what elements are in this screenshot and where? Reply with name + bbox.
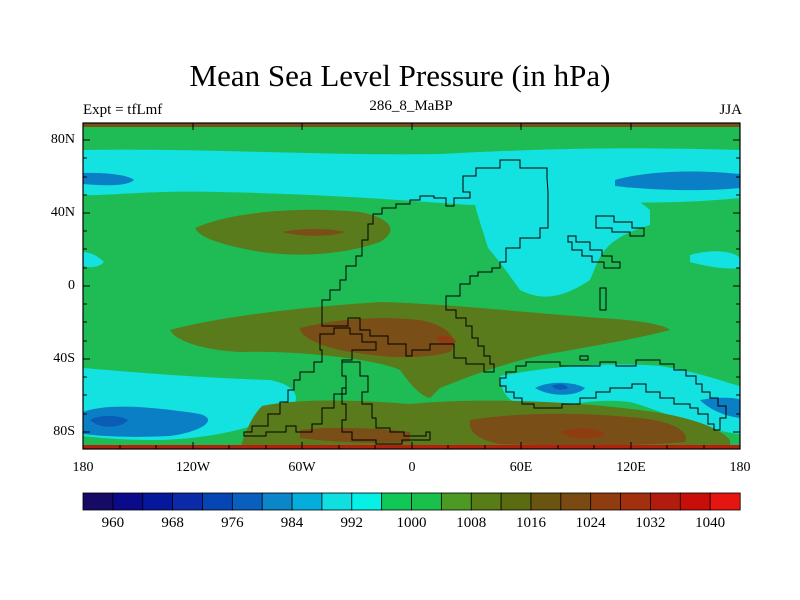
colorbar-swatch xyxy=(411,492,442,511)
colorbar-label: 1024 xyxy=(575,515,606,531)
x-label-0: 0 xyxy=(408,460,416,475)
cyan-north-eurasia xyxy=(470,157,650,297)
x-label-60w: 60W xyxy=(288,460,316,475)
experiment-label: Expt = tfLmf xyxy=(83,102,163,118)
x-ticks xyxy=(119,123,705,449)
colorbar-swatch xyxy=(112,492,144,511)
colorbar-swatch xyxy=(381,492,413,511)
brown-south-west xyxy=(300,427,410,443)
cyan-west-spot xyxy=(83,252,104,268)
coastline-southern-continent xyxy=(243,327,377,437)
colorbar-label: 1032 xyxy=(635,515,666,531)
y-label-40n: 40N xyxy=(50,205,75,220)
colorbar-swatch xyxy=(321,492,353,511)
colorbar-swatch xyxy=(590,492,622,511)
coastline-east-island-3 xyxy=(599,287,607,311)
colorbar-label: 992 xyxy=(340,515,364,531)
red-south-spot xyxy=(560,428,605,439)
colorbar-label: 984 xyxy=(280,515,304,531)
x-label-120e: 120E xyxy=(616,460,646,475)
blue-north-east xyxy=(615,171,740,191)
y-label-40s: 40S xyxy=(53,351,75,366)
colorbar-swatch xyxy=(560,492,592,511)
colorbar-swatch xyxy=(500,492,532,511)
colorbar-swatch xyxy=(440,492,472,511)
coastline-small-island xyxy=(579,355,589,361)
colorbar-swatch xyxy=(261,492,293,511)
colorbar xyxy=(82,492,741,511)
colorbar-label: 960 xyxy=(101,515,125,531)
colorbar-swatch xyxy=(231,492,263,511)
colorbar-swatch xyxy=(470,492,502,511)
brown-north-west xyxy=(282,229,345,236)
colorbar-swatch xyxy=(351,492,383,511)
y-label-80s: 80S xyxy=(53,424,75,439)
colorbar-swatch xyxy=(172,492,204,511)
y-ticks xyxy=(83,139,740,433)
x-label-120w: 120W xyxy=(175,460,211,475)
plot-frame xyxy=(82,122,741,450)
colorbar-label: 1040 xyxy=(695,515,726,531)
red-equatorial-spot xyxy=(436,335,456,345)
colorbar-swatch xyxy=(709,492,741,511)
colorbar-swatch xyxy=(679,492,711,511)
coastlines xyxy=(243,159,727,445)
blue-north-west xyxy=(83,172,134,186)
colorbar-swatch xyxy=(650,492,681,511)
blue-south-east-2 xyxy=(700,397,740,418)
colorbar-swatch xyxy=(202,492,233,511)
darkblue-south-east xyxy=(552,384,568,390)
coastline-antarctica xyxy=(341,361,431,445)
colorbar-swatch xyxy=(530,492,562,511)
cyan-south-east xyxy=(500,364,740,434)
coastline-pangea-main xyxy=(321,159,549,373)
colorbar-label: 1000 xyxy=(396,515,427,531)
coastline-east-island-1 xyxy=(595,215,645,237)
x-label-60e: 60E xyxy=(509,460,533,475)
season-label: JJA xyxy=(719,102,742,118)
map-title: Mean Sea Level Pressure (in hPa) xyxy=(189,58,611,93)
colorbar-label: 1008 xyxy=(456,515,487,531)
y-label-80n: 80N xyxy=(50,132,75,147)
x-label-180e: 180 xyxy=(729,460,751,475)
pressure-field xyxy=(83,123,740,449)
blue-south-west xyxy=(83,406,209,437)
y-label-0: 0 xyxy=(68,278,75,293)
colorbar-swatch xyxy=(82,492,114,511)
coastline-east-island-2 xyxy=(567,235,621,269)
period-label: 286_8_MaBP xyxy=(369,98,453,114)
colorbar-swatch xyxy=(142,492,174,511)
cyan-east-spot xyxy=(690,251,740,269)
colorbar-swatch xyxy=(620,492,652,511)
x-label-180w: 180 xyxy=(72,460,94,475)
darkblue-south-west xyxy=(90,415,128,427)
colorbar-swatch xyxy=(291,492,323,511)
colorbar-label: 976 xyxy=(221,515,244,531)
colorbar-label: 1016 xyxy=(515,515,546,531)
coastline-south-east xyxy=(499,359,727,431)
colorbar-label: 968 xyxy=(161,515,184,531)
